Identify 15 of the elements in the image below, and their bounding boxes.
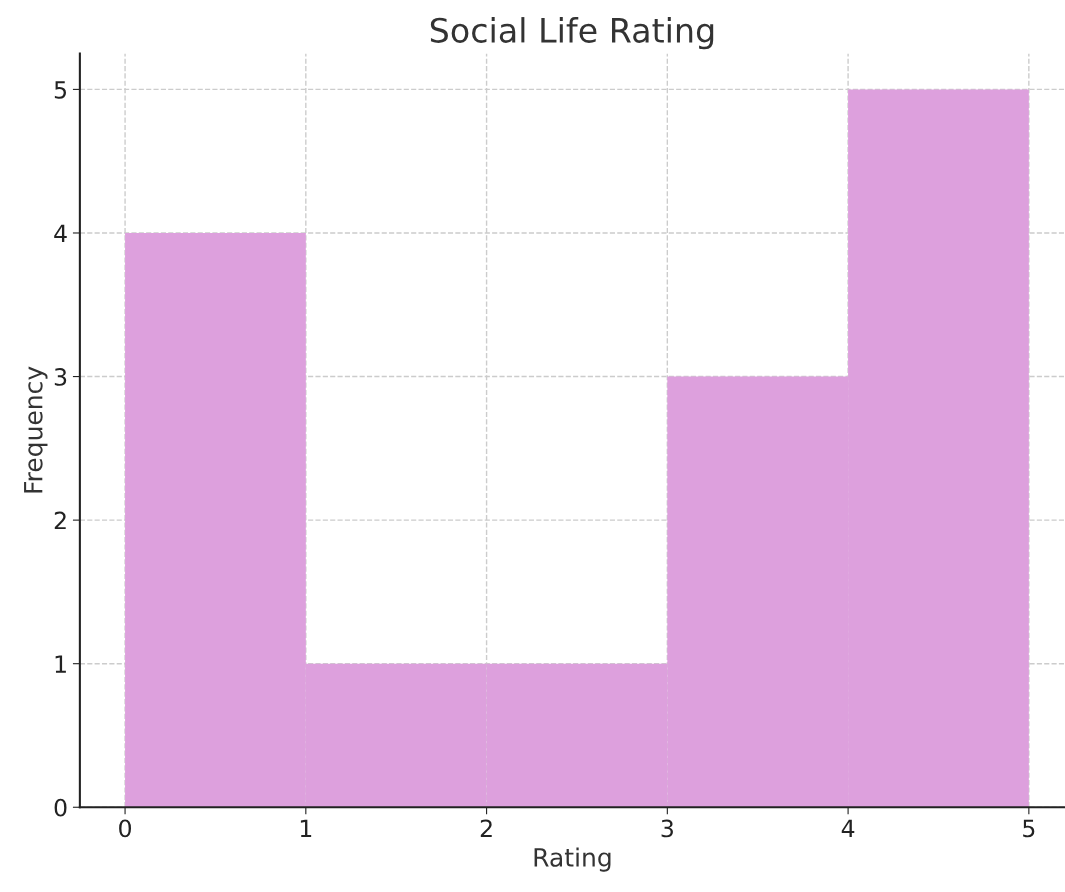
x-tick-label: 1 (300, 819, 312, 838)
y-tick-label: 3 (54, 368, 67, 386)
x-tick-label: 5 (1023, 819, 1035, 838)
y-tick-label: 0 (54, 798, 67, 817)
chart-title: Social Life Rating (430, 17, 714, 50)
x-tick-label: 0 (119, 819, 132, 838)
y-tick-label: 2 (54, 511, 66, 530)
y-axis-title: Frequency (24, 366, 48, 493)
y-tick-label: 4 (54, 224, 67, 242)
x-tick-label: 4 (841, 819, 855, 838)
x-tick-label: 3 (661, 819, 673, 838)
y-tick-label: 5 (54, 81, 67, 99)
y-tick-label: 1 (55, 655, 66, 673)
x-axis-title: Rating (534, 847, 611, 872)
x-tick-label: 2 (480, 819, 492, 838)
